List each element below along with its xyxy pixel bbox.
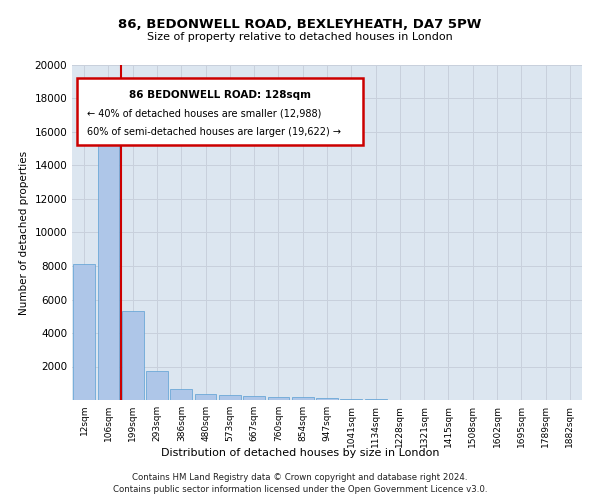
Bar [97,124,119,400]
Bar [340,399,362,400]
Bar [243,396,265,400]
Text: ← 40% of detached houses are smaller (12,988): ← 40% of detached houses are smaller (12… [88,108,322,118]
Y-axis label: Number of detached properties: Number of detached properties [19,150,29,314]
Bar [219,396,241,400]
Text: 86 BEDONWELL ROAD: 128sqm: 86 BEDONWELL ROAD: 128sqm [129,90,311,100]
Bar [194,394,217,400]
Text: Size of property relative to detached houses in London: Size of property relative to detached ho… [147,32,453,42]
Text: Contains public sector information licensed under the Open Government Licence v3: Contains public sector information licen… [113,485,487,494]
FancyBboxPatch shape [77,78,363,146]
Text: Distribution of detached houses by size in London: Distribution of detached houses by size … [161,448,439,458]
Text: 60% of semi-detached houses are larger (19,622) →: 60% of semi-detached houses are larger (… [88,127,341,137]
Bar [292,397,314,400]
Bar [122,311,143,400]
Bar [316,398,338,400]
Text: 86, BEDONWELL ROAD, BEXLEYHEATH, DA7 5PW: 86, BEDONWELL ROAD, BEXLEYHEATH, DA7 5PW [118,18,482,30]
Bar [268,397,289,400]
Text: Contains HM Land Registry data © Crown copyright and database right 2024.: Contains HM Land Registry data © Crown c… [132,472,468,482]
Bar [146,370,168,400]
Bar [170,389,192,400]
Bar [73,264,95,400]
